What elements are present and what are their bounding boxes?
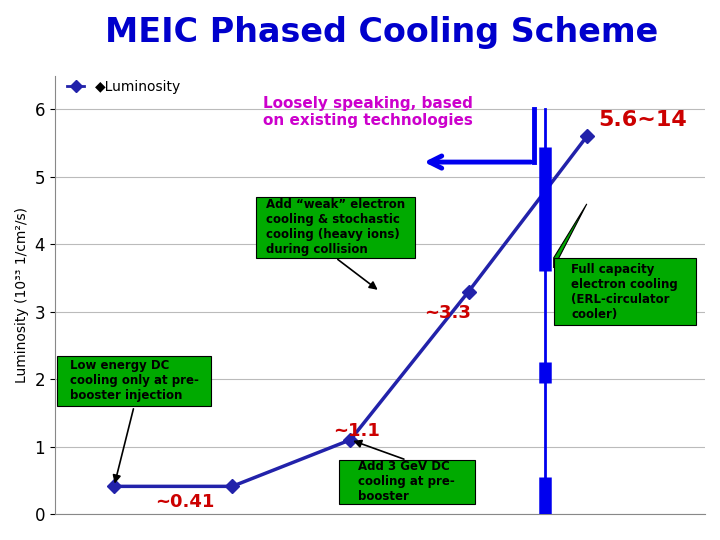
Text: Full capacity
electron cooling
(ERL-circulator
cooler): Full capacity electron cooling (ERL-circ… — [571, 262, 678, 321]
Text: ~3.3: ~3.3 — [423, 305, 471, 322]
FancyBboxPatch shape — [256, 197, 415, 258]
Text: ~1.1: ~1.1 — [333, 422, 379, 441]
Polygon shape — [554, 204, 587, 268]
FancyBboxPatch shape — [554, 258, 696, 325]
Text: Low energy DC
cooling only at pre-
booster injection: Low energy DC cooling only at pre- boost… — [70, 359, 199, 402]
Y-axis label: Luminosity (10³³ 1/cm²/s): Luminosity (10³³ 1/cm²/s) — [15, 207, 29, 383]
Legend: ◆Luminosity: ◆Luminosity — [62, 74, 187, 99]
Text: ~0.41: ~0.41 — [156, 493, 215, 511]
Text: Loosely speaking, based
on existing technologies: Loosely speaking, based on existing tech… — [264, 96, 473, 129]
FancyBboxPatch shape — [58, 355, 211, 406]
Text: Add 3 GeV DC
cooling at pre-
booster: Add 3 GeV DC cooling at pre- booster — [358, 461, 455, 503]
Text: MEIC Phased Cooling Scheme: MEIC Phased Cooling Scheme — [105, 16, 658, 49]
Text: 5.6~14: 5.6~14 — [598, 110, 688, 130]
Text: Add “weak” electron
cooling & stochastic
cooling (heavy ions)
during collision: Add “weak” electron cooling & stochastic… — [266, 199, 405, 256]
FancyBboxPatch shape — [338, 460, 474, 504]
